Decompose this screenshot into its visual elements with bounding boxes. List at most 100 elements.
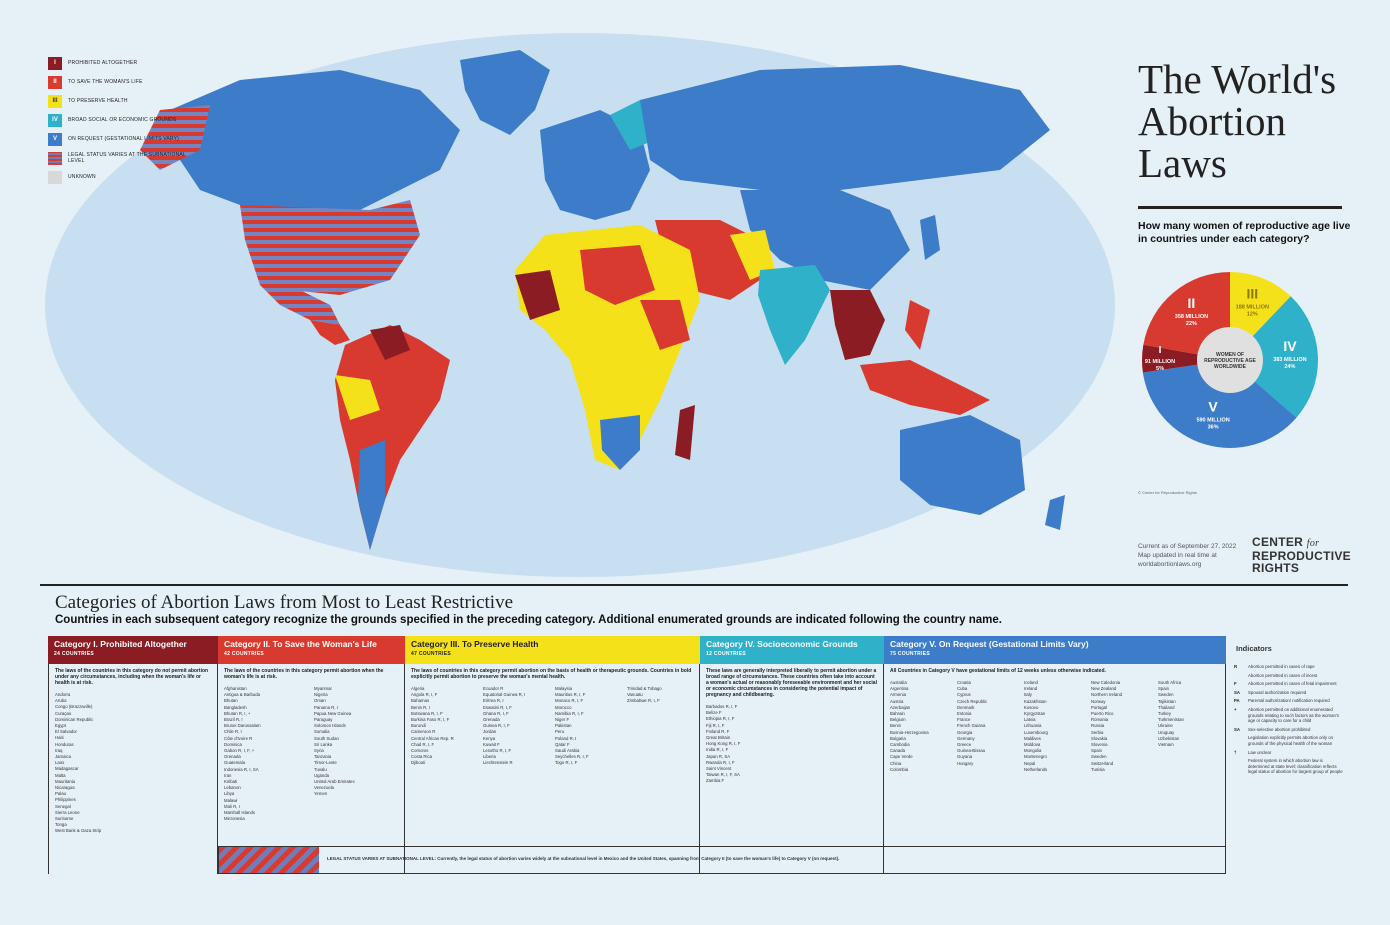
country-entry: Russia bbox=[1091, 723, 1105, 729]
country-entry: Papua New Guinea bbox=[314, 710, 352, 716]
indicator-text: Parental authorization/ notification req… bbox=[1248, 698, 1330, 704]
indonesia[interactable] bbox=[860, 360, 990, 415]
east-africa[interactable] bbox=[640, 300, 690, 350]
logo-text: for bbox=[1306, 538, 1320, 549]
map-legend: I PROHIBITED ALTOGETHER II TO SAVE THE W… bbox=[48, 55, 198, 188]
country-entry: Finland R, F bbox=[706, 728, 730, 734]
country-entry: Denmark bbox=[957, 704, 975, 710]
country-entry: Fiji R, I, F bbox=[706, 722, 725, 728]
country-entry: Sri Lanka bbox=[314, 741, 333, 747]
country-entry: Latvia bbox=[1024, 717, 1036, 723]
country-entry: Cambodia bbox=[890, 742, 910, 748]
indicator-text: Law unclear bbox=[1248, 749, 1272, 755]
peru[interactable] bbox=[335, 375, 380, 420]
west-africa[interactable] bbox=[515, 270, 560, 320]
country-entry: Guinea R, I, F bbox=[483, 723, 510, 729]
indicator-row: PA Parental authorization/ notification r… bbox=[1228, 698, 1350, 704]
credits: © Center for Reproductive Rights bbox=[1138, 490, 1197, 495]
usa[interactable] bbox=[240, 200, 420, 295]
legend-label: PROHIBITED ALTOGETHER bbox=[68, 60, 138, 66]
madagascar[interactable] bbox=[675, 405, 695, 460]
country-entry: French Guiana bbox=[957, 723, 986, 729]
new-zealand[interactable] bbox=[1045, 495, 1065, 530]
country-entry: Czech Republic bbox=[957, 698, 988, 704]
logo-text: REPRODUCTIVE bbox=[1252, 549, 1351, 563]
country-entry: India R, I, F bbox=[706, 747, 729, 753]
pie-slice-num: III bbox=[1246, 285, 1258, 301]
country-entry: West Bank & Gaza Strip bbox=[55, 828, 102, 834]
australia[interactable] bbox=[900, 415, 1025, 515]
greenland[interactable] bbox=[460, 50, 550, 135]
legend-label: ON REQUEST (GESTATIONAL LIMITS VARY) bbox=[68, 136, 180, 142]
country-entry: Cuba bbox=[957, 686, 968, 692]
japan[interactable] bbox=[920, 215, 940, 260]
legend-swatch bbox=[48, 151, 62, 165]
southeast-asia[interactable] bbox=[830, 290, 885, 360]
country-entry: Mauritania bbox=[55, 778, 76, 784]
mexico[interactable] bbox=[255, 270, 340, 325]
philippines[interactable] bbox=[905, 300, 930, 350]
category-3: Category III. To Preserve Health 47 COUNT… bbox=[405, 636, 700, 874]
indicator-key bbox=[1234, 735, 1248, 746]
russia[interactable] bbox=[640, 65, 1050, 190]
current-line: Current as of September 27, 2022 bbox=[1138, 543, 1237, 550]
country-entry: Australia bbox=[890, 680, 907, 685]
country-entry: Zimbabwe R, I, F bbox=[627, 698, 660, 704]
country-entry: Great Britain bbox=[706, 735, 731, 741]
country-entry: El Salvador bbox=[55, 729, 77, 735]
country-entry: Jordan bbox=[483, 729, 497, 735]
category-description: The laws of the countries in this catego… bbox=[224, 668, 384, 680]
country-entry: Ireland bbox=[1024, 686, 1038, 692]
pie-slice-num: II bbox=[1188, 295, 1196, 311]
south-africa[interactable] bbox=[600, 415, 640, 470]
website-link[interactable]: worldabortionlaws.org bbox=[1138, 561, 1202, 568]
country-entry: Estonia bbox=[957, 711, 972, 717]
country-entry: Germany bbox=[957, 735, 975, 741]
legend-label: LEGAL STATUS VARIES AT THE SUBNATIONAL L… bbox=[68, 152, 186, 164]
country-entry: Hungary bbox=[957, 760, 974, 766]
alaska[interactable] bbox=[140, 105, 210, 170]
country-entry: Switzerland bbox=[1091, 760, 1114, 766]
country-entry: Belgium bbox=[890, 717, 906, 723]
country-entry: Costa Rica bbox=[411, 754, 433, 760]
country-entry: Trinidad & Tobago bbox=[627, 686, 662, 691]
pie-slice-amount: 383 MILLION bbox=[1273, 357, 1306, 363]
country-entry: Portugal bbox=[1091, 704, 1108, 710]
legend-item-3: III TO PRESERVE HEALTH bbox=[48, 93, 198, 109]
country-entry: New Zealand bbox=[1091, 686, 1117, 692]
indicator-row: SA Sex-selective abortion prohibited bbox=[1228, 727, 1350, 733]
country-entry: Moldova bbox=[1024, 742, 1041, 748]
category-4: Category IV. Socioeconomic Grounds 12 COU… bbox=[700, 636, 884, 874]
indicator-text: Sex-selective abortion prohibited bbox=[1248, 726, 1311, 732]
country-entry: Botswana R, I, F bbox=[411, 710, 443, 716]
central-america[interactable] bbox=[310, 320, 350, 345]
country-entry: Morocco bbox=[555, 704, 572, 710]
country-entry: Dominica bbox=[224, 741, 242, 747]
country-entry: Malawi bbox=[224, 797, 238, 803]
country-entry: Kosovo bbox=[1024, 704, 1039, 710]
indicator-key: F bbox=[1234, 681, 1237, 687]
country-entry: Timor-Leste bbox=[314, 760, 337, 766]
argentina[interactable] bbox=[358, 440, 385, 550]
china[interactable] bbox=[740, 190, 910, 290]
country-entry: Ukraine bbox=[1158, 723, 1173, 729]
country-entry: Saint Vincent bbox=[706, 766, 732, 772]
category-count: 12 COUNTRIES bbox=[706, 651, 746, 657]
country-entry: Poland R, I bbox=[555, 735, 577, 741]
logo-text: RIGHTS bbox=[1252, 561, 1300, 575]
europe[interactable] bbox=[540, 110, 650, 220]
india[interactable] bbox=[758, 265, 830, 365]
country-entry: Oman bbox=[314, 698, 326, 704]
canada[interactable] bbox=[170, 70, 460, 210]
pakistan[interactable] bbox=[730, 230, 775, 280]
country-entry: Indonesia R, I, SA bbox=[224, 766, 259, 772]
country-entry: South Sudan bbox=[314, 735, 339, 741]
country-entry: Gabon R, I, F, + bbox=[224, 748, 255, 754]
legend-swatch: IV bbox=[48, 113, 62, 127]
venezuela[interactable] bbox=[370, 325, 410, 360]
indicator-key: SA bbox=[1234, 726, 1240, 732]
legend-label: TO SAVE THE WOMAN'S LIFE bbox=[68, 79, 143, 85]
indicator-key: R bbox=[1234, 664, 1238, 669]
north-africa[interactable] bbox=[580, 245, 655, 305]
